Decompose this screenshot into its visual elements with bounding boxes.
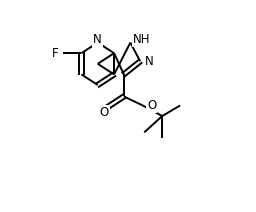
Text: O: O — [147, 99, 156, 112]
Text: O: O — [100, 106, 109, 119]
Text: NH: NH — [133, 33, 151, 46]
Text: N: N — [93, 33, 102, 46]
Text: N: N — [145, 55, 154, 68]
Text: F: F — [52, 47, 59, 60]
